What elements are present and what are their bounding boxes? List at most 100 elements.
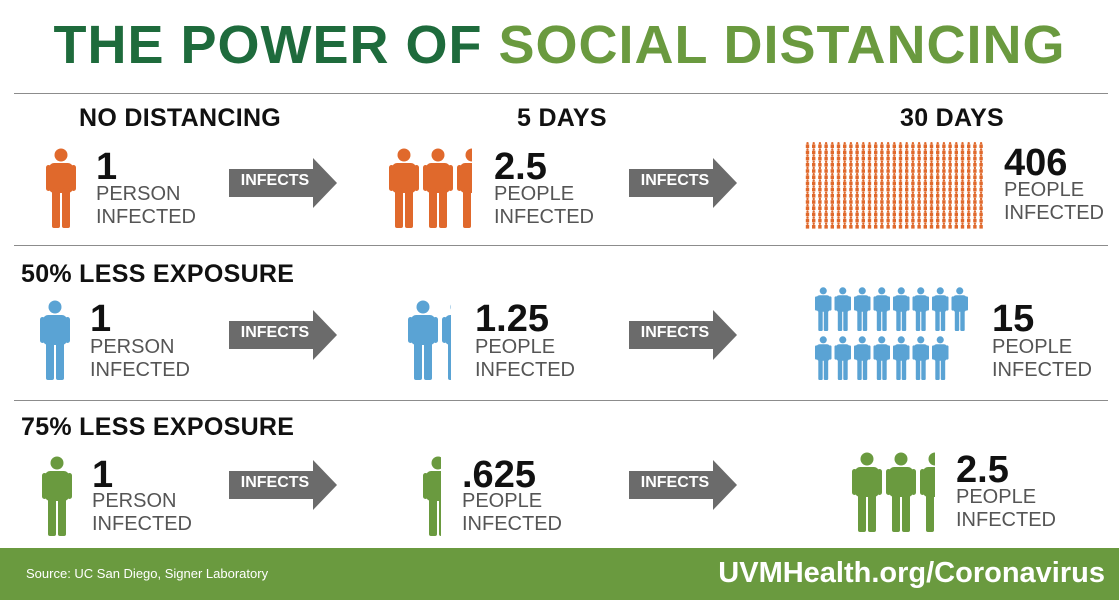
tiny-person-icon <box>929 148 934 155</box>
tiny-person-icon <box>818 148 822 155</box>
tiny-person-icon <box>861 210 865 217</box>
tiny-person-icon <box>849 222 853 229</box>
start-caption-line1: PERSON <box>92 490 177 512</box>
tiny-person-icon <box>898 222 903 229</box>
person-icon <box>886 452 916 532</box>
tiny-person-icon <box>830 166 834 173</box>
tiny-person-icon <box>892 173 896 179</box>
tiny-person-icon <box>818 185 822 192</box>
tiny-person-icon <box>923 142 927 148</box>
tiny-person-icon <box>855 210 859 217</box>
tiny-person-icon <box>886 185 890 192</box>
tiny-person-icon <box>818 222 822 229</box>
tiny-person-icon <box>874 222 878 229</box>
partial-person-icon <box>442 300 451 380</box>
tiny-person-icon <box>979 148 983 155</box>
tiny-person-icon <box>855 160 859 167</box>
tiny-person-icon <box>917 191 921 198</box>
tiny-person-icon <box>942 197 946 204</box>
tiny-person-icon <box>818 173 822 179</box>
tiny-person-icon <box>979 191 983 198</box>
tiny-person-icon <box>880 142 884 148</box>
tiny-person-icon <box>818 142 822 148</box>
tiny-person-icon <box>917 166 921 173</box>
tiny-person-icon <box>818 154 822 161</box>
tiny-person-icon <box>954 222 958 229</box>
tiny-person-icon <box>936 154 940 161</box>
tiny-person-icon <box>824 210 828 217</box>
tiny-person-icon <box>818 179 822 186</box>
divider <box>14 400 1108 401</box>
small-person-icon <box>834 336 851 380</box>
tiny-person-icon <box>954 148 958 155</box>
tiny-person-icon <box>855 204 859 210</box>
tiny-person-icon <box>911 197 915 204</box>
tiny-person-icon <box>979 185 983 192</box>
tiny-person-icon <box>849 210 853 217</box>
tiny-person-icon <box>861 173 865 179</box>
title-part-1: THE POWER OF <box>53 15 483 75</box>
tiny-person-icon <box>867 222 872 229</box>
tiny-person-icon <box>861 179 865 186</box>
tiny-person-icon <box>805 197 810 204</box>
tiny-person-icon <box>973 166 977 173</box>
tiny-person-icon <box>923 222 927 229</box>
tiny-person-icon <box>818 216 822 223</box>
tiny-person-icon <box>843 197 847 204</box>
tiny-person-icon <box>936 216 940 223</box>
tiny-person-icon <box>880 160 884 167</box>
person-icon <box>423 148 453 228</box>
website-link[interactable]: UVMHealth.org/Coronavirus <box>718 557 1105 589</box>
tiny-person-icon <box>898 166 903 173</box>
tiny-person-icon <box>861 216 865 223</box>
tiny-person-icon <box>929 179 934 186</box>
tiny-person-icon <box>979 204 983 210</box>
tiny-person-icon <box>836 142 841 148</box>
tiny-person-icon <box>954 142 958 148</box>
tiny-person-icon <box>824 154 828 161</box>
tiny-person-icon <box>948 204 952 210</box>
tiny-person-icon <box>979 179 983 186</box>
tiny-person-icon <box>830 173 834 179</box>
tiny-person-icon <box>954 166 958 173</box>
tiny-person-icon <box>905 210 909 217</box>
tiny-person-icon <box>818 204 822 210</box>
tiny-person-icon <box>923 197 927 204</box>
small-person-icon <box>932 336 949 380</box>
tiny-person-icon <box>867 185 872 192</box>
tiny-person-icon <box>973 197 977 204</box>
small-person-icon <box>834 287 851 331</box>
tiny-person-icon <box>805 173 810 179</box>
tiny-person-icon <box>861 197 865 204</box>
small-person-icon <box>873 336 890 380</box>
tiny-person-icon <box>843 185 847 192</box>
tiny-person-icon <box>812 173 816 179</box>
tiny-person-icon <box>836 191 841 198</box>
end-number: 15 <box>992 298 1035 340</box>
tiny-person-icon <box>967 166 971 173</box>
tiny-person-icon <box>942 216 946 223</box>
tiny-person-icon <box>942 204 946 210</box>
tiny-person-icon <box>886 166 890 173</box>
tiny-person-icon <box>861 154 865 161</box>
tiny-person-icon <box>967 142 971 148</box>
tiny-person-icon <box>836 210 841 217</box>
tiny-person-icon <box>929 160 934 167</box>
tiny-person-icon <box>874 142 878 148</box>
tiny-person-icon <box>911 179 915 186</box>
tiny-person-icon <box>973 216 977 223</box>
tiny-person-icon <box>824 216 828 223</box>
start-number: 1 <box>90 298 112 340</box>
tiny-person-icon <box>936 222 940 229</box>
person-icon <box>46 148 76 228</box>
tiny-person-icon <box>898 191 903 198</box>
tiny-person-icon <box>824 173 828 179</box>
tiny-person-icon <box>960 160 965 167</box>
tiny-person-icon <box>942 185 946 192</box>
tiny-person-icon <box>830 154 834 161</box>
tiny-person-icon <box>874 166 878 173</box>
tiny-person-icon <box>948 148 952 155</box>
tiny-person-icon <box>948 185 952 192</box>
tiny-person-icon <box>892 148 896 155</box>
tiny-person-icon <box>917 210 921 217</box>
